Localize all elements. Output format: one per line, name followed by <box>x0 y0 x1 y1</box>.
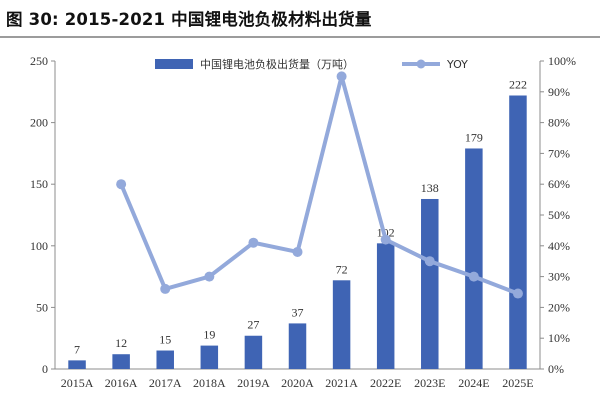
yoy-point <box>116 179 127 190</box>
right-y-tick-label: 100% <box>548 54 576 68</box>
x-tick-label: 2017A <box>149 376 182 390</box>
yoy-line <box>119 74 519 296</box>
right-y-tick-label: 30% <box>548 270 570 284</box>
bar <box>244 335 263 369</box>
x-tick-label: 2023E <box>414 376 445 390</box>
right-y-tick-label: 0% <box>548 362 564 376</box>
right-y-tick-label: 60% <box>548 177 570 191</box>
bar <box>68 360 86 369</box>
right-y-tick-label: 80% <box>548 116 570 130</box>
yoy-point <box>248 237 259 248</box>
yoy-point <box>512 288 523 299</box>
x-tick-label: 2021A <box>325 376 358 390</box>
right-y-tick-label: 90% <box>548 85 570 99</box>
legend-bar-swatch <box>155 59 193 69</box>
yoy-point <box>380 234 391 245</box>
bar <box>465 148 483 369</box>
right-y-tick-label: 40% <box>548 239 570 253</box>
legend-yoy-label: YOY <box>446 58 468 71</box>
x-tick-label: 2020A <box>281 376 314 390</box>
x-tick-label: 2018A <box>193 376 226 390</box>
yoy-point <box>336 71 347 82</box>
bar-value-label: 15 <box>159 333 171 347</box>
bar <box>288 323 307 369</box>
yoy-point <box>292 246 303 257</box>
left-y-tick-label: 200 <box>30 116 48 130</box>
bar-value-label: 138 <box>421 181 439 195</box>
left-y-tick-label: 100 <box>30 239 48 253</box>
left-y-tick-label: 50 <box>36 300 48 314</box>
legend-yoy-swatch-marker <box>416 59 426 69</box>
yoy-point <box>160 283 171 294</box>
right-y-tick-label: 20% <box>548 300 570 314</box>
yoy-point <box>424 256 435 267</box>
left-y-tick-label: 0 <box>42 362 48 376</box>
bar <box>421 198 439 369</box>
bar-value-label: 27 <box>247 318 259 332</box>
yoy-point <box>468 271 479 282</box>
x-tick-label: 2015A <box>61 376 94 390</box>
left-y-tick-label: 250 <box>30 54 48 68</box>
x-tick-label: 2024E <box>458 376 489 390</box>
chart-title: 图 30: 2015-2021 中国锂电池负极材料出货量 <box>6 10 372 29</box>
combo-chart: 0 50 100 150 200 250 0% 10% 20% 30% 40% 50% 60% 70% 80… <box>30 54 576 390</box>
bar <box>156 350 174 369</box>
right-y-tick-label: 70% <box>548 146 570 160</box>
right-y-tick-label: 50% <box>548 208 570 222</box>
bar-value-label: 19 <box>203 328 215 342</box>
bar <box>200 345 219 369</box>
yoy-point <box>204 271 215 282</box>
x-tick-label: 2025E <box>502 376 533 390</box>
bar <box>376 243 395 369</box>
bar <box>332 280 351 369</box>
bar-value-label: 37 <box>292 305 304 319</box>
bar-value-label: 12 <box>115 336 127 350</box>
bar-value-label: 72 <box>336 262 348 276</box>
x-tick-label: 2022E <box>370 376 401 390</box>
bar-value-label: 179 <box>465 130 483 144</box>
bar <box>112 354 130 369</box>
bar-value-label: 222 <box>509 77 527 91</box>
bar <box>509 95 527 369</box>
left-y-tick-label: 150 <box>30 177 48 191</box>
x-tick-label: 2019A <box>237 376 270 390</box>
figure-title-bar: 图 30: 2015-2021 中国锂电池负极材料出货量 <box>0 0 600 38</box>
right-y-tick-label: 10% <box>548 331 570 345</box>
legend-bar-label: 中国锂电池负极出货量（万吨） <box>200 57 354 71</box>
x-tick-label: 2016A <box>105 376 138 390</box>
bar-value-label: 7 <box>74 342 80 356</box>
